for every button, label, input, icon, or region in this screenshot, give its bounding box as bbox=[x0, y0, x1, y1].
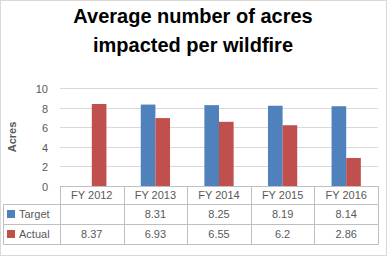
bar bbox=[141, 105, 156, 186]
table-line bbox=[124, 186, 125, 245]
table-value: 8.31 bbox=[145, 208, 166, 220]
legend-swatch bbox=[7, 230, 15, 238]
y-tick-label: 4 bbox=[42, 142, 48, 154]
x-tick-label: FY 2014 bbox=[198, 189, 239, 201]
table-line bbox=[251, 186, 252, 245]
y-tick-label: 2 bbox=[42, 161, 48, 173]
table-value: 8.19 bbox=[272, 208, 293, 220]
table-value: 6.2 bbox=[275, 228, 290, 240]
x-tick-label: FY 2013 bbox=[135, 189, 176, 201]
table-line bbox=[378, 186, 379, 245]
table-value: 2.86 bbox=[335, 228, 356, 240]
table-value: 6.55 bbox=[208, 228, 229, 240]
table-line bbox=[60, 186, 61, 245]
table-line bbox=[4, 224, 379, 225]
table-line bbox=[4, 204, 379, 205]
x-tick-label: FY 2012 bbox=[71, 189, 112, 201]
table-line bbox=[187, 186, 188, 245]
grid-line bbox=[60, 186, 378, 187]
grid-line bbox=[60, 88, 378, 89]
table-line bbox=[4, 244, 379, 245]
bar bbox=[204, 105, 219, 186]
table-line bbox=[314, 186, 315, 245]
table-value: 8.14 bbox=[335, 208, 356, 220]
legend-label: Actual bbox=[19, 228, 50, 240]
bar bbox=[332, 106, 347, 186]
table-value: 8.25 bbox=[208, 208, 229, 220]
bars bbox=[92, 104, 361, 186]
chart-container: {"chart_data": {"type": "bar", "title": … bbox=[0, 0, 387, 256]
x-tick-label: FY 2015 bbox=[262, 189, 303, 201]
bar bbox=[92, 104, 107, 186]
bar bbox=[219, 122, 234, 186]
x-axis-line bbox=[60, 186, 378, 187]
chart-title: Average number of acres impacted per wil… bbox=[43, 2, 343, 60]
legend-swatch bbox=[7, 210, 15, 218]
table-value: 6.93 bbox=[145, 228, 166, 240]
bar bbox=[346, 158, 361, 186]
bar bbox=[283, 125, 298, 186]
y-tick-label: 10 bbox=[36, 83, 48, 95]
bar bbox=[155, 118, 170, 186]
legend-label: Target bbox=[19, 208, 50, 220]
y-axis-label: Acres bbox=[6, 122, 18, 153]
y-tick-label: 0 bbox=[42, 181, 48, 193]
bar bbox=[268, 106, 283, 186]
x-tick-label: FY 2016 bbox=[326, 189, 367, 201]
chart-border bbox=[1, 1, 387, 256]
y-tick-label: 8 bbox=[42, 103, 48, 115]
table-value: 8.37 bbox=[81, 228, 102, 240]
y-tick-label: 6 bbox=[42, 122, 48, 134]
